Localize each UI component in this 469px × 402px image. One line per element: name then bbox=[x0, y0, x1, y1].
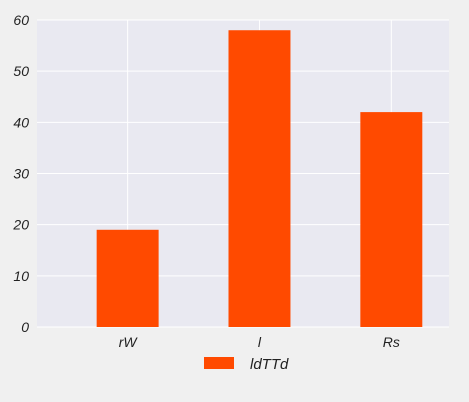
x-tick-label: rW bbox=[119, 334, 139, 350]
legend: ldTTd bbox=[204, 356, 289, 373]
bar-l bbox=[228, 30, 291, 327]
y-tick-label: 20 bbox=[12, 217, 29, 233]
y-tick-label: 10 bbox=[13, 268, 29, 284]
y-tick-label: 50 bbox=[13, 63, 29, 79]
y-tick-label: 0 bbox=[21, 319, 29, 335]
y-tick-label: 30 bbox=[13, 166, 29, 182]
legend-label: ldTTd bbox=[250, 356, 289, 373]
y-tick-label: 60 bbox=[13, 12, 29, 28]
bars bbox=[96, 30, 423, 327]
bar-Rs bbox=[360, 112, 423, 327]
x-axis-ticks: rW l Rs bbox=[119, 334, 400, 350]
legend-swatch bbox=[204, 357, 234, 369]
y-axis-ticks: 0 10 20 30 40 50 60 bbox=[12, 12, 29, 335]
x-tick-label: Rs bbox=[383, 334, 400, 350]
x-tick-label: l bbox=[258, 334, 262, 350]
bar-rW bbox=[96, 229, 159, 327]
y-tick-label: 40 bbox=[13, 114, 29, 130]
